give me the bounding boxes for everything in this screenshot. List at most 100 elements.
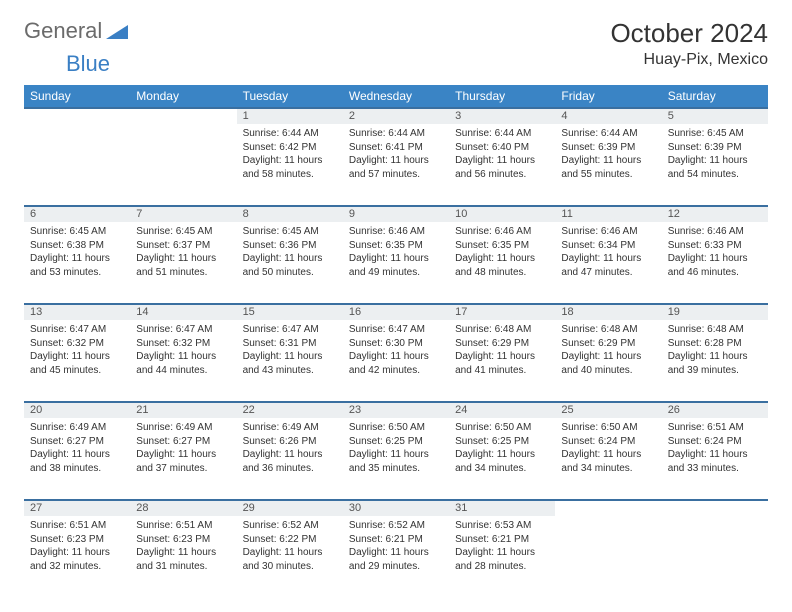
day-content-row: Sunrise: 6:47 AMSunset: 6:32 PMDaylight:… [24,320,768,402]
daylight-line: Daylight: 11 hours and 29 minutes. [349,546,443,573]
sunrise-line: Sunrise: 6:46 AM [455,225,549,239]
sunrise-line: Sunrise: 6:50 AM [349,421,443,435]
day-cell: Sunrise: 6:46 AMSunset: 6:35 PMDaylight:… [449,222,555,304]
daylight-line: Daylight: 11 hours and 47 minutes. [561,252,655,279]
sunset-line: Sunset: 6:37 PM [136,239,230,253]
day-cell: Sunrise: 6:48 AMSunset: 6:29 PMDaylight:… [449,320,555,402]
logo-text-blue: Blue [66,51,110,76]
sunset-line: Sunset: 6:22 PM [243,533,337,547]
day-number: 28 [130,500,236,516]
day-number: 24 [449,402,555,418]
day-cell: Sunrise: 6:45 AMSunset: 6:38 PMDaylight:… [24,222,130,304]
day-cell: Sunrise: 6:53 AMSunset: 6:21 PMDaylight:… [449,516,555,598]
day-number: 30 [343,500,449,516]
day-number: 3 [449,108,555,124]
day-cell: Sunrise: 6:45 AMSunset: 6:36 PMDaylight:… [237,222,343,304]
day-number: 19 [662,304,768,320]
day-number-row: 12345 [24,108,768,124]
day-cell: Sunrise: 6:52 AMSunset: 6:21 PMDaylight:… [343,516,449,598]
day-header-row: Sunday Monday Tuesday Wednesday Thursday… [24,85,768,108]
daylight-line: Daylight: 11 hours and 39 minutes. [668,350,762,377]
sunset-line: Sunset: 6:42 PM [243,141,337,155]
day-number [555,500,661,516]
sunset-line: Sunset: 6:35 PM [349,239,443,253]
sunset-line: Sunset: 6:29 PM [455,337,549,351]
day-cell: Sunrise: 6:50 AMSunset: 6:25 PMDaylight:… [449,418,555,500]
day-cell: Sunrise: 6:49 AMSunset: 6:27 PMDaylight:… [24,418,130,500]
title-block: October 2024 Huay-Pix, Mexico [610,18,768,69]
daylight-line: Daylight: 11 hours and 38 minutes. [30,448,124,475]
calendar-table: Sunday Monday Tuesday Wednesday Thursday… [24,85,768,598]
sunrise-line: Sunrise: 6:48 AM [455,323,549,337]
daylight-line: Daylight: 11 hours and 41 minutes. [455,350,549,377]
sunset-line: Sunset: 6:23 PM [30,533,124,547]
daylight-line: Daylight: 11 hours and 49 minutes. [349,252,443,279]
sunrise-line: Sunrise: 6:45 AM [668,127,762,141]
day-cell: Sunrise: 6:47 AMSunset: 6:32 PMDaylight:… [130,320,236,402]
sunrise-line: Sunrise: 6:44 AM [349,127,443,141]
day-cell: Sunrise: 6:51 AMSunset: 6:23 PMDaylight:… [130,516,236,598]
day-cell [24,124,130,206]
day-header: Saturday [662,85,768,108]
day-number-row: 20212223242526 [24,402,768,418]
daylight-line: Daylight: 11 hours and 34 minutes. [561,448,655,475]
daylight-line: Daylight: 11 hours and 37 minutes. [136,448,230,475]
day-cell: Sunrise: 6:46 AMSunset: 6:33 PMDaylight:… [662,222,768,304]
sunset-line: Sunset: 6:27 PM [30,435,124,449]
day-cell [662,516,768,598]
sunset-line: Sunset: 6:26 PM [243,435,337,449]
day-number: 23 [343,402,449,418]
sunrise-line: Sunrise: 6:53 AM [455,519,549,533]
daylight-line: Daylight: 11 hours and 28 minutes. [455,546,549,573]
day-number [662,500,768,516]
day-cell: Sunrise: 6:49 AMSunset: 6:27 PMDaylight:… [130,418,236,500]
daylight-line: Daylight: 11 hours and 50 minutes. [243,252,337,279]
sunrise-line: Sunrise: 6:44 AM [561,127,655,141]
daylight-line: Daylight: 11 hours and 53 minutes. [30,252,124,279]
day-header: Tuesday [237,85,343,108]
day-number: 12 [662,206,768,222]
day-number [130,108,236,124]
day-cell: Sunrise: 6:44 AMSunset: 6:39 PMDaylight:… [555,124,661,206]
day-number: 13 [24,304,130,320]
daylight-line: Daylight: 11 hours and 40 minutes. [561,350,655,377]
day-cell: Sunrise: 6:48 AMSunset: 6:28 PMDaylight:… [662,320,768,402]
daylight-line: Daylight: 11 hours and 34 minutes. [455,448,549,475]
sunset-line: Sunset: 6:36 PM [243,239,337,253]
day-number: 31 [449,500,555,516]
sunset-line: Sunset: 6:33 PM [668,239,762,253]
logo-text-general: General [24,18,102,44]
day-number [24,108,130,124]
day-number: 15 [237,304,343,320]
sunset-line: Sunset: 6:40 PM [455,141,549,155]
daylight-line: Daylight: 11 hours and 36 minutes. [243,448,337,475]
day-cell: Sunrise: 6:44 AMSunset: 6:41 PMDaylight:… [343,124,449,206]
daylight-line: Daylight: 11 hours and 54 minutes. [668,154,762,181]
day-cell [130,124,236,206]
day-number: 16 [343,304,449,320]
daylight-line: Daylight: 11 hours and 55 minutes. [561,154,655,181]
sunset-line: Sunset: 6:41 PM [349,141,443,155]
day-cell: Sunrise: 6:44 AMSunset: 6:40 PMDaylight:… [449,124,555,206]
sunrise-line: Sunrise: 6:50 AM [561,421,655,435]
sunset-line: Sunset: 6:35 PM [455,239,549,253]
daylight-line: Daylight: 11 hours and 35 minutes. [349,448,443,475]
day-number: 17 [449,304,555,320]
daylight-line: Daylight: 11 hours and 57 minutes. [349,154,443,181]
sunrise-line: Sunrise: 6:44 AM [455,127,549,141]
sunrise-line: Sunrise: 6:49 AM [243,421,337,435]
day-cell: Sunrise: 6:48 AMSunset: 6:29 PMDaylight:… [555,320,661,402]
day-number: 4 [555,108,661,124]
sunrise-line: Sunrise: 6:48 AM [561,323,655,337]
daylight-line: Daylight: 11 hours and 33 minutes. [668,448,762,475]
sunset-line: Sunset: 6:24 PM [668,435,762,449]
day-cell: Sunrise: 6:47 AMSunset: 6:32 PMDaylight:… [24,320,130,402]
sunrise-line: Sunrise: 6:45 AM [136,225,230,239]
day-content-row: Sunrise: 6:49 AMSunset: 6:27 PMDaylight:… [24,418,768,500]
day-cell: Sunrise: 6:51 AMSunset: 6:23 PMDaylight:… [24,516,130,598]
sunrise-line: Sunrise: 6:51 AM [136,519,230,533]
sunrise-line: Sunrise: 6:47 AM [243,323,337,337]
day-number: 22 [237,402,343,418]
sunset-line: Sunset: 6:34 PM [561,239,655,253]
day-number: 29 [237,500,343,516]
